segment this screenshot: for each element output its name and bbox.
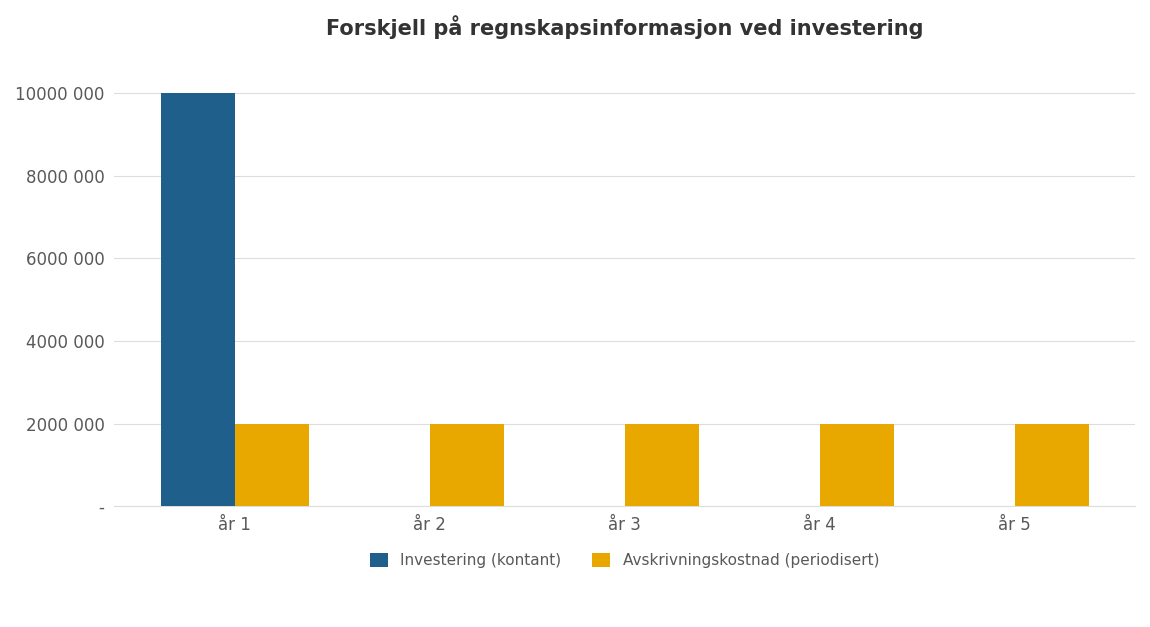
Legend: Investering (kontant), Avskrivningskostnad (periodisert): Investering (kontant), Avskrivningskostn…: [363, 547, 886, 574]
Bar: [430, 424, 504, 506]
Bar: [1014, 424, 1089, 506]
Bar: [161, 93, 235, 506]
Bar: [820, 424, 894, 506]
Title: Forskjell på regnskapsinformasjon ved investering: Forskjell på regnskapsinformasjon ved in…: [325, 15, 923, 39]
Bar: [624, 424, 699, 506]
Bar: [235, 424, 308, 506]
